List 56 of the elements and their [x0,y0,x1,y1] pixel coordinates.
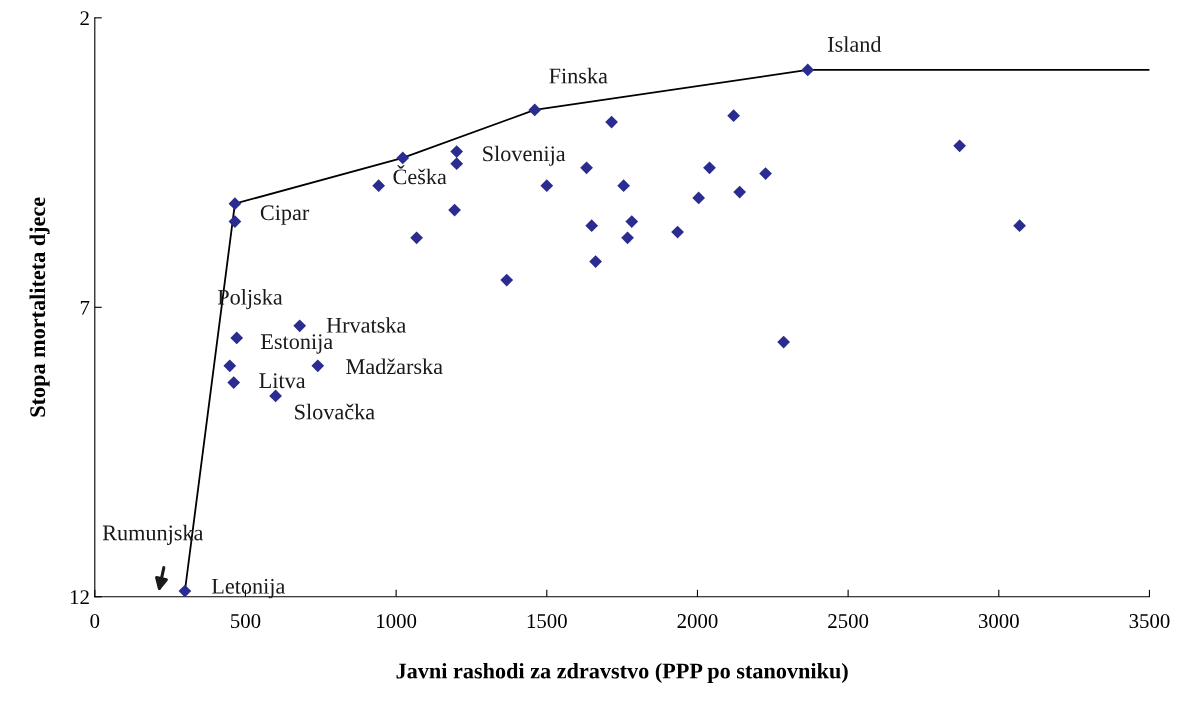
point [223,359,237,373]
point [227,376,241,389]
point [500,273,514,287]
annotation: Litva [259,373,306,389]
point [450,145,464,158]
point [528,103,542,117]
point [625,215,639,228]
point [727,109,740,123]
y-tick-label: 7 [80,300,90,315]
x-axis-title: Javni rashodi za zdravstvo (PPP po stanovniku) [396,662,848,684]
x-tick-label: 3500 [1129,614,1170,629]
x-tick-label: 500 [231,614,261,629]
x-tick-label: 3000 [978,614,1019,629]
annotation: Slovačka [295,403,375,420]
point [410,231,423,245]
point [585,219,599,233]
point [692,191,706,205]
y-axis-title: Stopa mortaliteta djece [29,197,50,417]
annotation: Slovenija [483,145,566,166]
point [450,157,464,171]
point [777,335,790,349]
point [293,319,307,333]
point [621,231,634,245]
point [178,584,192,597]
annotation: Estonija [260,334,333,354]
point [269,389,282,403]
annotation: Finska [549,67,608,84]
point [540,179,554,193]
y-tick-label: 2 [80,11,89,26]
x-tick-label: 1000 [377,614,417,629]
point [372,179,386,193]
annotation: Island [827,36,882,52]
y-tick-label: 12 [70,590,89,605]
annotation: Cipar [260,205,310,225]
point [1013,219,1026,233]
annotation: Madžarska [346,358,443,375]
point [589,255,602,268]
x-tick-label: 2500 [828,614,869,629]
x-tick-label: 0 [90,614,100,629]
annotation: Letonija [211,578,286,599]
point [230,331,244,345]
point [228,197,242,211]
point [580,161,593,175]
point [228,215,242,228]
point [733,185,747,199]
annotation: Hrvatska [326,317,407,333]
point [617,179,630,193]
point [953,139,966,153]
point [703,161,716,175]
point [396,151,410,165]
x-tick-label: 2000 [677,614,718,629]
point [801,63,815,77]
point [311,359,325,373]
annotation: Češka [393,165,447,185]
point [759,167,772,180]
x-tick-label: 1500 [527,614,567,629]
